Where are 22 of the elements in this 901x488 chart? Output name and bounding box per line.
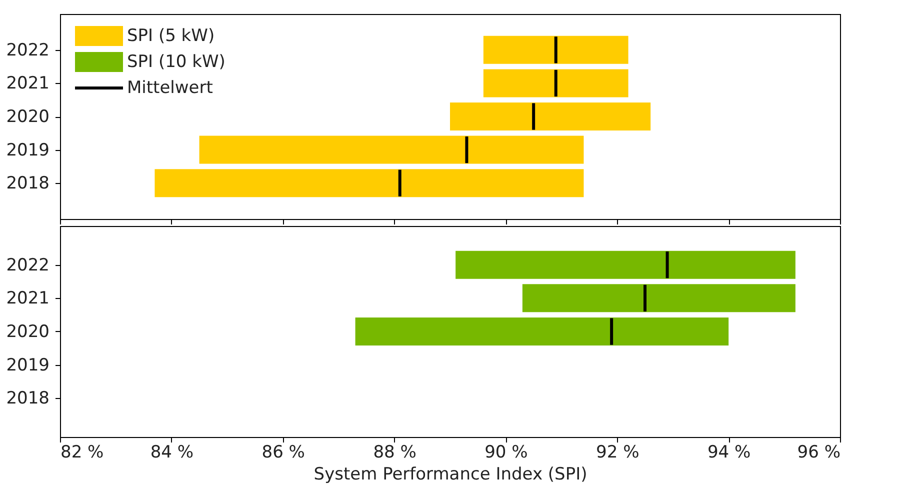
x-tick-label: 94 % — [707, 442, 751, 462]
x-tick-label: 84 % — [150, 442, 194, 462]
x-tick-label: 96 % — [797, 442, 840, 462]
y-tick-label: 2019 — [6, 140, 50, 160]
y-tick-label: 2020 — [6, 322, 50, 342]
x-tick-label: 92 % — [596, 442, 640, 462]
y-tick-label: 2020 — [6, 107, 50, 127]
legend-label: Mittelwert — [127, 78, 214, 98]
y-tick-label: 2021 — [6, 288, 50, 309]
legend-label: SPI (10 kW) — [127, 52, 226, 72]
y-tick-label: 2022 — [6, 255, 50, 276]
y-tick-label: 2022 — [6, 40, 50, 60]
x-tick-label: 82 % — [60, 442, 104, 462]
x-tick-label: 86 % — [262, 442, 305, 462]
y-tick-label: 2019 — [6, 355, 50, 376]
y-tick-label: 2021 — [6, 74, 50, 94]
legend-label: SPI (5 kW) — [127, 26, 215, 46]
y-tick-label: 2018 — [6, 388, 50, 409]
x-tick-label: 90 % — [484, 442, 528, 462]
x-axis-title: System Performance Index (SPI) — [314, 464, 588, 484]
x-tick-label: 88 % — [373, 442, 416, 462]
y-tick-label: 2018 — [6, 174, 50, 194]
